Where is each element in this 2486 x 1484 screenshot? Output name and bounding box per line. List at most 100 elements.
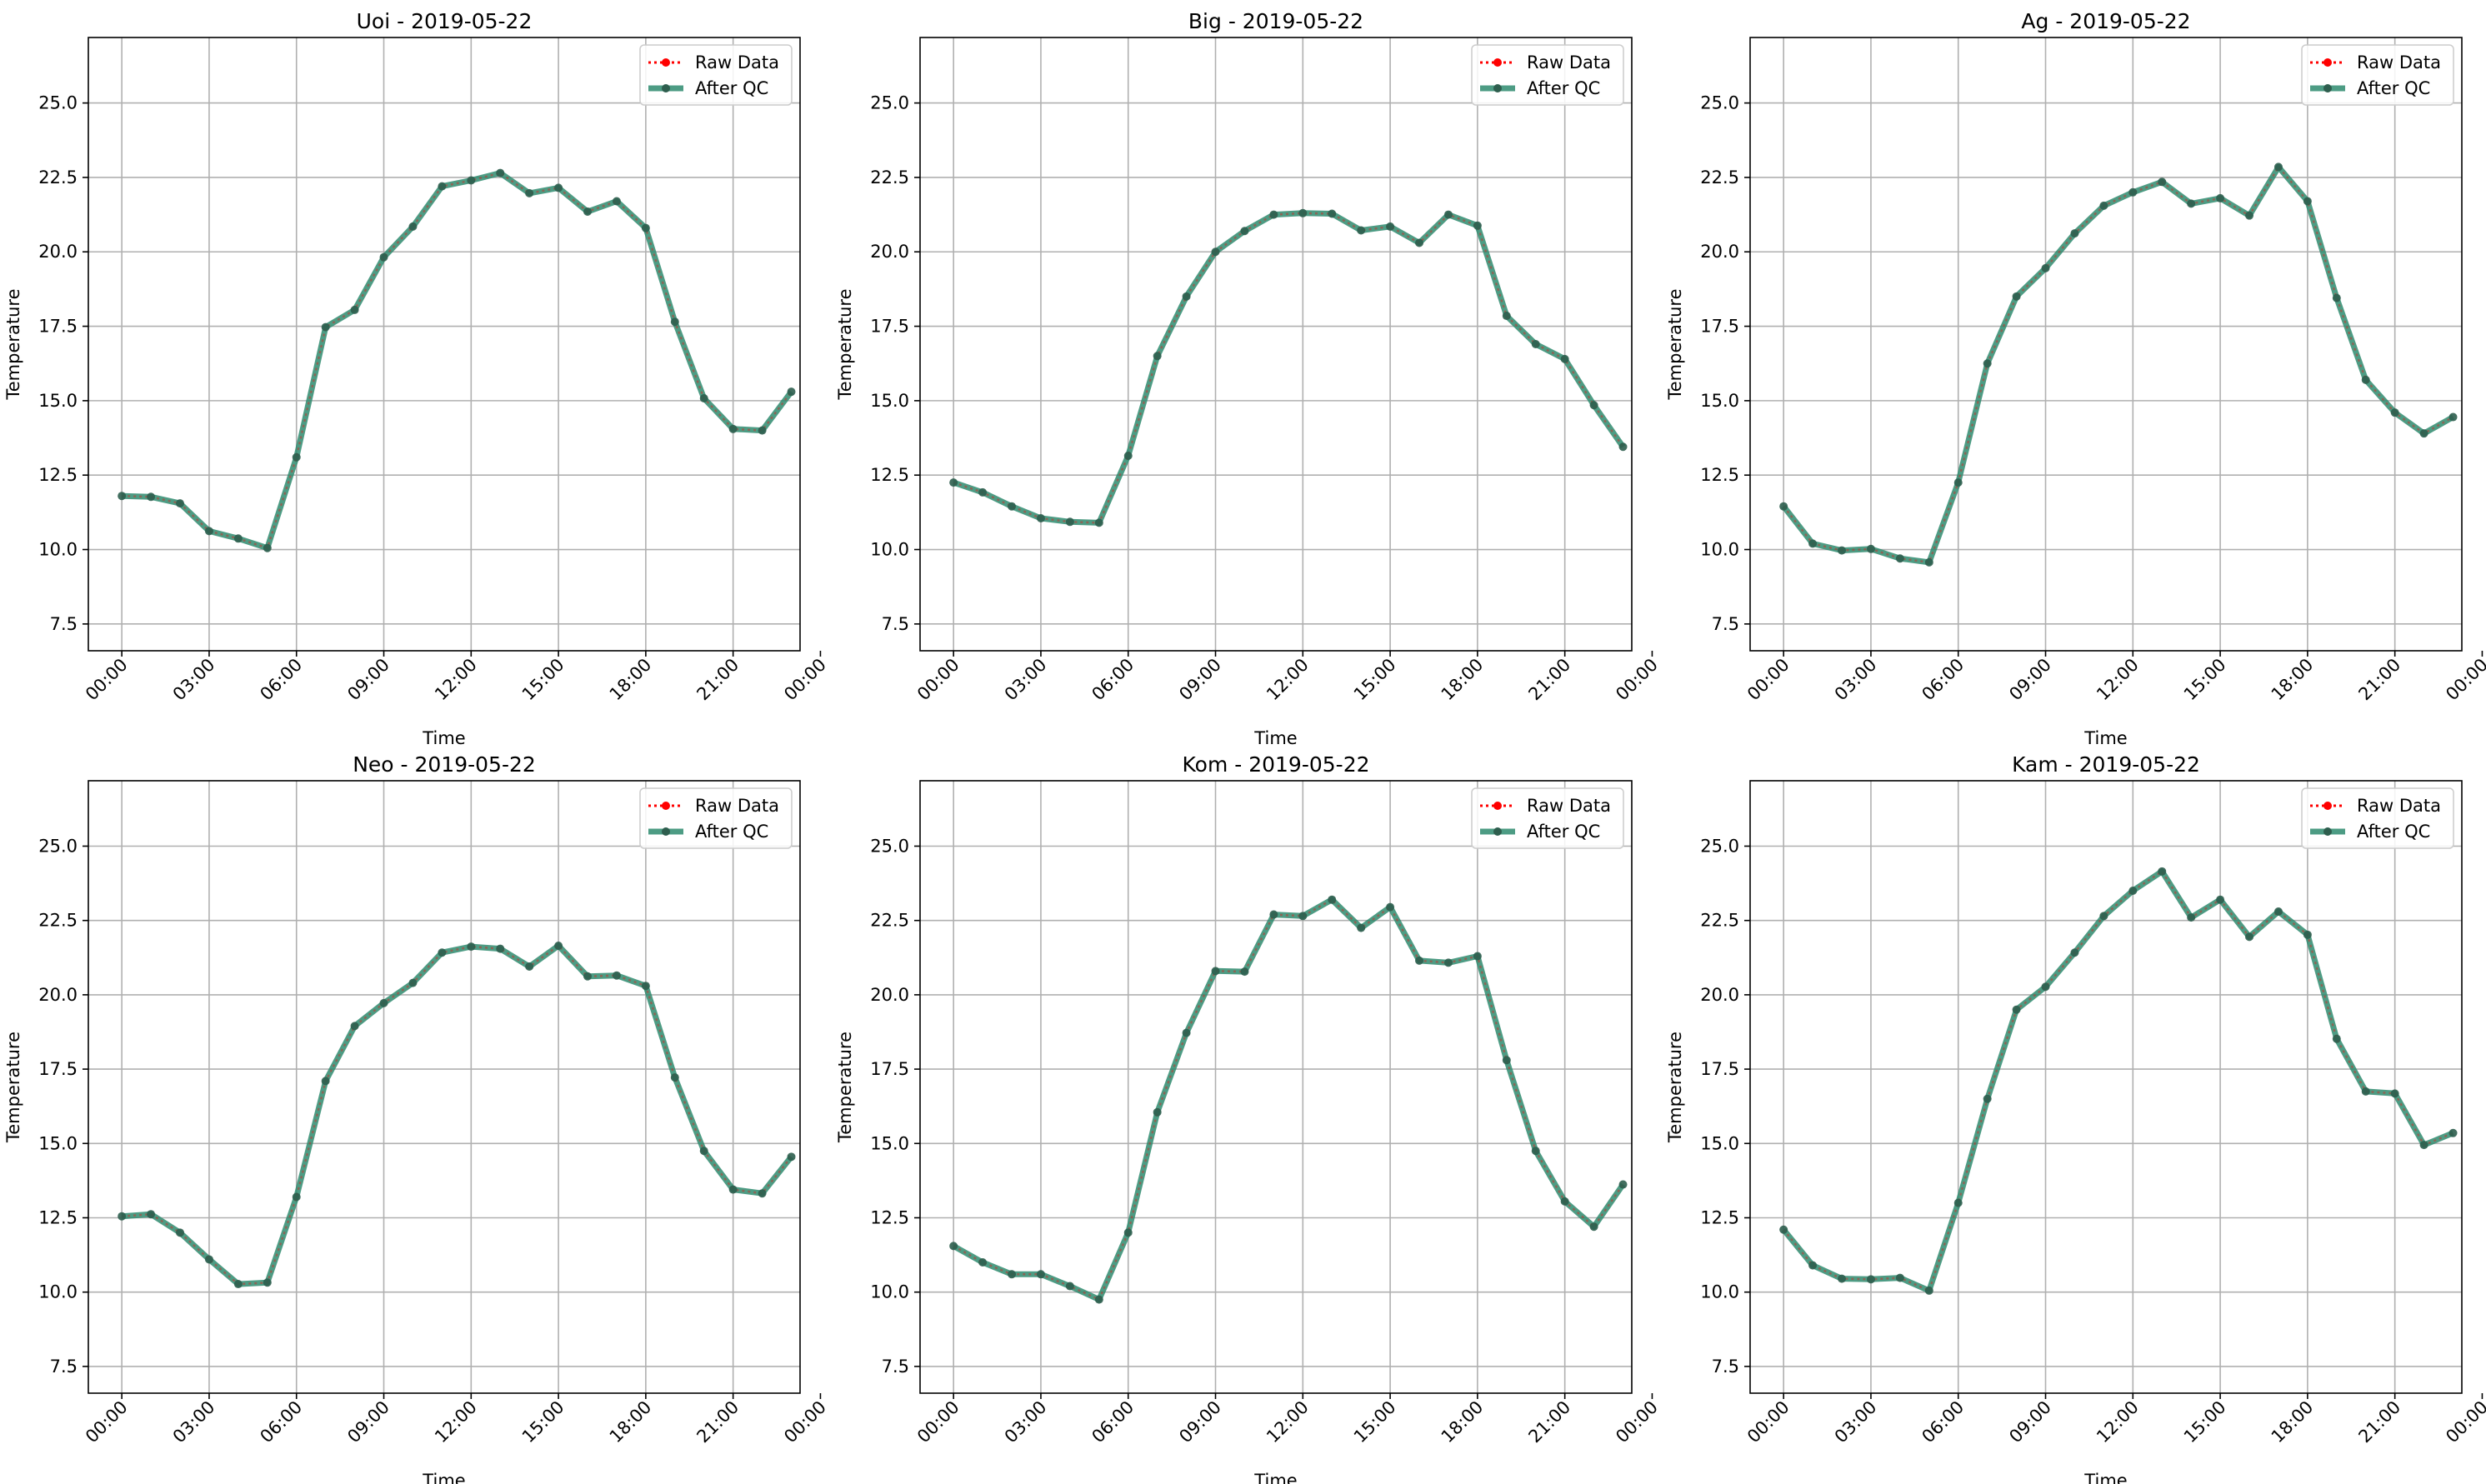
- legend-label-raw-data: Raw Data: [2357, 52, 2441, 72]
- data-point: [2216, 193, 2225, 202]
- y-tick-label: 20.0: [38, 242, 78, 262]
- data-point: [2361, 1087, 2370, 1096]
- data-point: [438, 948, 447, 957]
- data-point: [321, 1077, 330, 1086]
- data-point: [408, 222, 418, 231]
- x-tick-label: 18:00: [2268, 655, 2318, 705]
- data-point: [233, 534, 243, 543]
- data-point: [949, 1242, 958, 1251]
- legend: Raw Data After QC: [1471, 44, 1624, 106]
- x-tick-label: 12:00: [1263, 1397, 1313, 1447]
- y-axis-label: Temperature: [1665, 288, 1685, 400]
- y-tick-label: 15.0: [38, 1133, 78, 1153]
- legend: Raw Data After QC: [2301, 44, 2454, 106]
- x-tick-label: 03:00: [1001, 655, 1051, 705]
- y-tick-label: 20.0: [870, 985, 909, 1005]
- data-point: [1008, 1270, 1017, 1279]
- data-point: [1065, 1282, 1074, 1291]
- data-point: [699, 1147, 708, 1156]
- y-tick-label: 12.5: [38, 1207, 78, 1227]
- y-tick-label: 17.5: [1700, 1059, 1739, 1079]
- data-point: [1415, 238, 1424, 247]
- x-tick-label: 21:00: [2354, 1397, 2404, 1447]
- data-point: [1298, 208, 1308, 217]
- data-point: [1953, 478, 1963, 487]
- x-tick-label: 00:00: [780, 655, 830, 705]
- series-line-after-qc: [121, 942, 794, 1287]
- y-tick-label: 22.5: [38, 167, 78, 187]
- data-point: [1240, 967, 1249, 977]
- data-point: [1618, 442, 1628, 452]
- data-point: [641, 982, 650, 991]
- legend-marker-raw-data: [1493, 802, 1502, 810]
- x-tick-label: 15:00: [1350, 655, 1400, 705]
- y-tick-label: 10.0: [870, 540, 909, 560]
- legend-label-raw-data: Raw Data: [695, 52, 779, 72]
- data-point: [2187, 199, 2196, 208]
- x-tick-label: 21:00: [2354, 655, 2404, 705]
- subplot-title: Ag - 2019-05-22: [2021, 9, 2190, 33]
- data-point: [1211, 967, 1220, 976]
- y-tick-label: 17.5: [870, 317, 909, 337]
- y-axis-label: Temperature: [835, 288, 855, 400]
- y-tick-label: 7.5: [1712, 1357, 1739, 1377]
- axes-frame: [88, 780, 801, 1394]
- data-point: [2158, 177, 2167, 187]
- data-point: [118, 1212, 127, 1221]
- y-tick-label: 20.0: [870, 242, 909, 262]
- data-point: [583, 972, 593, 981]
- y-tick-label: 22.5: [1700, 167, 1739, 187]
- data-point: [2099, 912, 2108, 921]
- data-point: [728, 1185, 738, 1194]
- data-point: [350, 1022, 359, 1031]
- y-tick-label: 15.0: [1700, 1133, 1739, 1153]
- subplot-2: 7.5 10.0 12.5 15.0 17.5 20.0 22.5 25.0 00:00 03:0…: [835, 9, 1662, 748]
- data-point: [350, 305, 359, 314]
- legend-label-after-qc: After QC: [695, 78, 768, 98]
- data-point: [176, 1228, 185, 1237]
- data-point: [1924, 1286, 1933, 1295]
- data-point: [2390, 408, 2399, 417]
- data-point: [2158, 867, 2167, 876]
- data-point: [2419, 429, 2428, 438]
- axes-frame: [1749, 780, 2463, 1394]
- data-point: [2245, 211, 2254, 220]
- y-tick-label: 12.5: [870, 1207, 909, 1227]
- data-point: [1443, 958, 1453, 967]
- data-point: [1808, 539, 1818, 548]
- data-point: [292, 452, 301, 462]
- data-point: [1269, 910, 1278, 919]
- data-point: [978, 487, 988, 497]
- legend-marker-raw-data: [2323, 58, 2332, 67]
- data-point: [2303, 930, 2312, 939]
- data-point: [321, 322, 330, 332]
- data-point: [525, 962, 534, 971]
- x-axis-label: Time: [422, 1471, 465, 1484]
- y-tick-label: 22.5: [870, 167, 909, 187]
- data-point: [1328, 895, 1337, 904]
- data-point: [1386, 222, 1395, 231]
- subplot-1: 7.5 10.0 12.5 15.0 17.5 20.0 22.5 25.0 00:00 03:0…: [3, 9, 830, 748]
- data-point: [1531, 340, 1540, 348]
- x-tick-label: 12:00: [2093, 1397, 2143, 1447]
- data-point: [758, 1189, 767, 1198]
- y-tick-label: 20.0: [38, 985, 78, 1005]
- data-point: [1036, 514, 1045, 523]
- x-tick-label: 15:00: [2180, 655, 2230, 705]
- data-point: [1895, 1273, 1904, 1282]
- data-point: [1211, 247, 1220, 257]
- subplot-4: 7.5 10.0 12.5 15.0 17.5 20.0 22.5 25.0 00:00 03:0…: [3, 752, 830, 1484]
- data-point: [1895, 554, 1904, 563]
- data-point: [1008, 502, 1017, 511]
- x-tick-label: 00:00: [1743, 1397, 1793, 1447]
- x-tick-label: 09:00: [343, 655, 393, 705]
- data-point: [1269, 210, 1278, 219]
- series-line-raw-data: [122, 944, 793, 1286]
- data-point: [1357, 226, 1366, 235]
- y-tick-label: 20.0: [1700, 242, 1739, 262]
- subplot-title: Neo - 2019-05-22: [353, 752, 536, 777]
- y-tick-label: 10.0: [38, 1282, 78, 1302]
- data-point: [1123, 451, 1133, 460]
- data-point: [1779, 502, 1788, 511]
